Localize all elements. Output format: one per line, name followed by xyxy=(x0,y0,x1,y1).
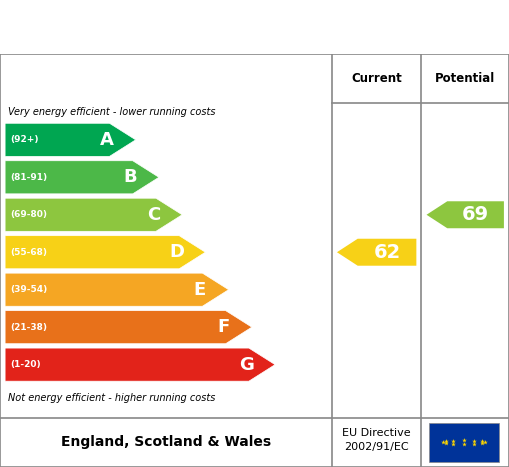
Text: (21-38): (21-38) xyxy=(10,323,47,332)
Text: F: F xyxy=(217,318,229,336)
Text: England, Scotland & Wales: England, Scotland & Wales xyxy=(61,436,271,449)
Text: Current: Current xyxy=(351,72,402,85)
Polygon shape xyxy=(337,239,416,266)
Bar xyxy=(429,423,499,462)
Text: C: C xyxy=(147,206,160,224)
Text: Energy Efficiency Rating: Energy Efficiency Rating xyxy=(15,17,303,37)
Polygon shape xyxy=(5,198,182,231)
Polygon shape xyxy=(5,161,159,194)
Text: Potential: Potential xyxy=(435,72,495,85)
Text: Very energy efficient - lower running costs: Very energy efficient - lower running co… xyxy=(8,107,215,117)
Polygon shape xyxy=(5,311,252,344)
Polygon shape xyxy=(427,201,504,228)
Polygon shape xyxy=(5,123,136,156)
Polygon shape xyxy=(5,348,275,381)
Text: (1-20): (1-20) xyxy=(10,360,41,369)
Text: (39-54): (39-54) xyxy=(10,285,47,294)
Text: D: D xyxy=(169,243,184,261)
Text: (81-91): (81-91) xyxy=(10,173,47,182)
Text: (69-80): (69-80) xyxy=(10,210,47,219)
Polygon shape xyxy=(5,273,229,306)
Text: G: G xyxy=(239,356,254,374)
Polygon shape xyxy=(5,236,206,269)
Text: Not energy efficient - higher running costs: Not energy efficient - higher running co… xyxy=(8,393,215,403)
Text: 62: 62 xyxy=(374,243,401,262)
Text: A: A xyxy=(100,131,114,149)
Text: EU Directive
2002/91/EC: EU Directive 2002/91/EC xyxy=(343,428,411,452)
Text: E: E xyxy=(194,281,206,299)
Text: (55-68): (55-68) xyxy=(10,248,47,257)
Text: 69: 69 xyxy=(462,205,489,224)
Text: (92+): (92+) xyxy=(10,135,39,144)
Text: B: B xyxy=(123,168,137,186)
